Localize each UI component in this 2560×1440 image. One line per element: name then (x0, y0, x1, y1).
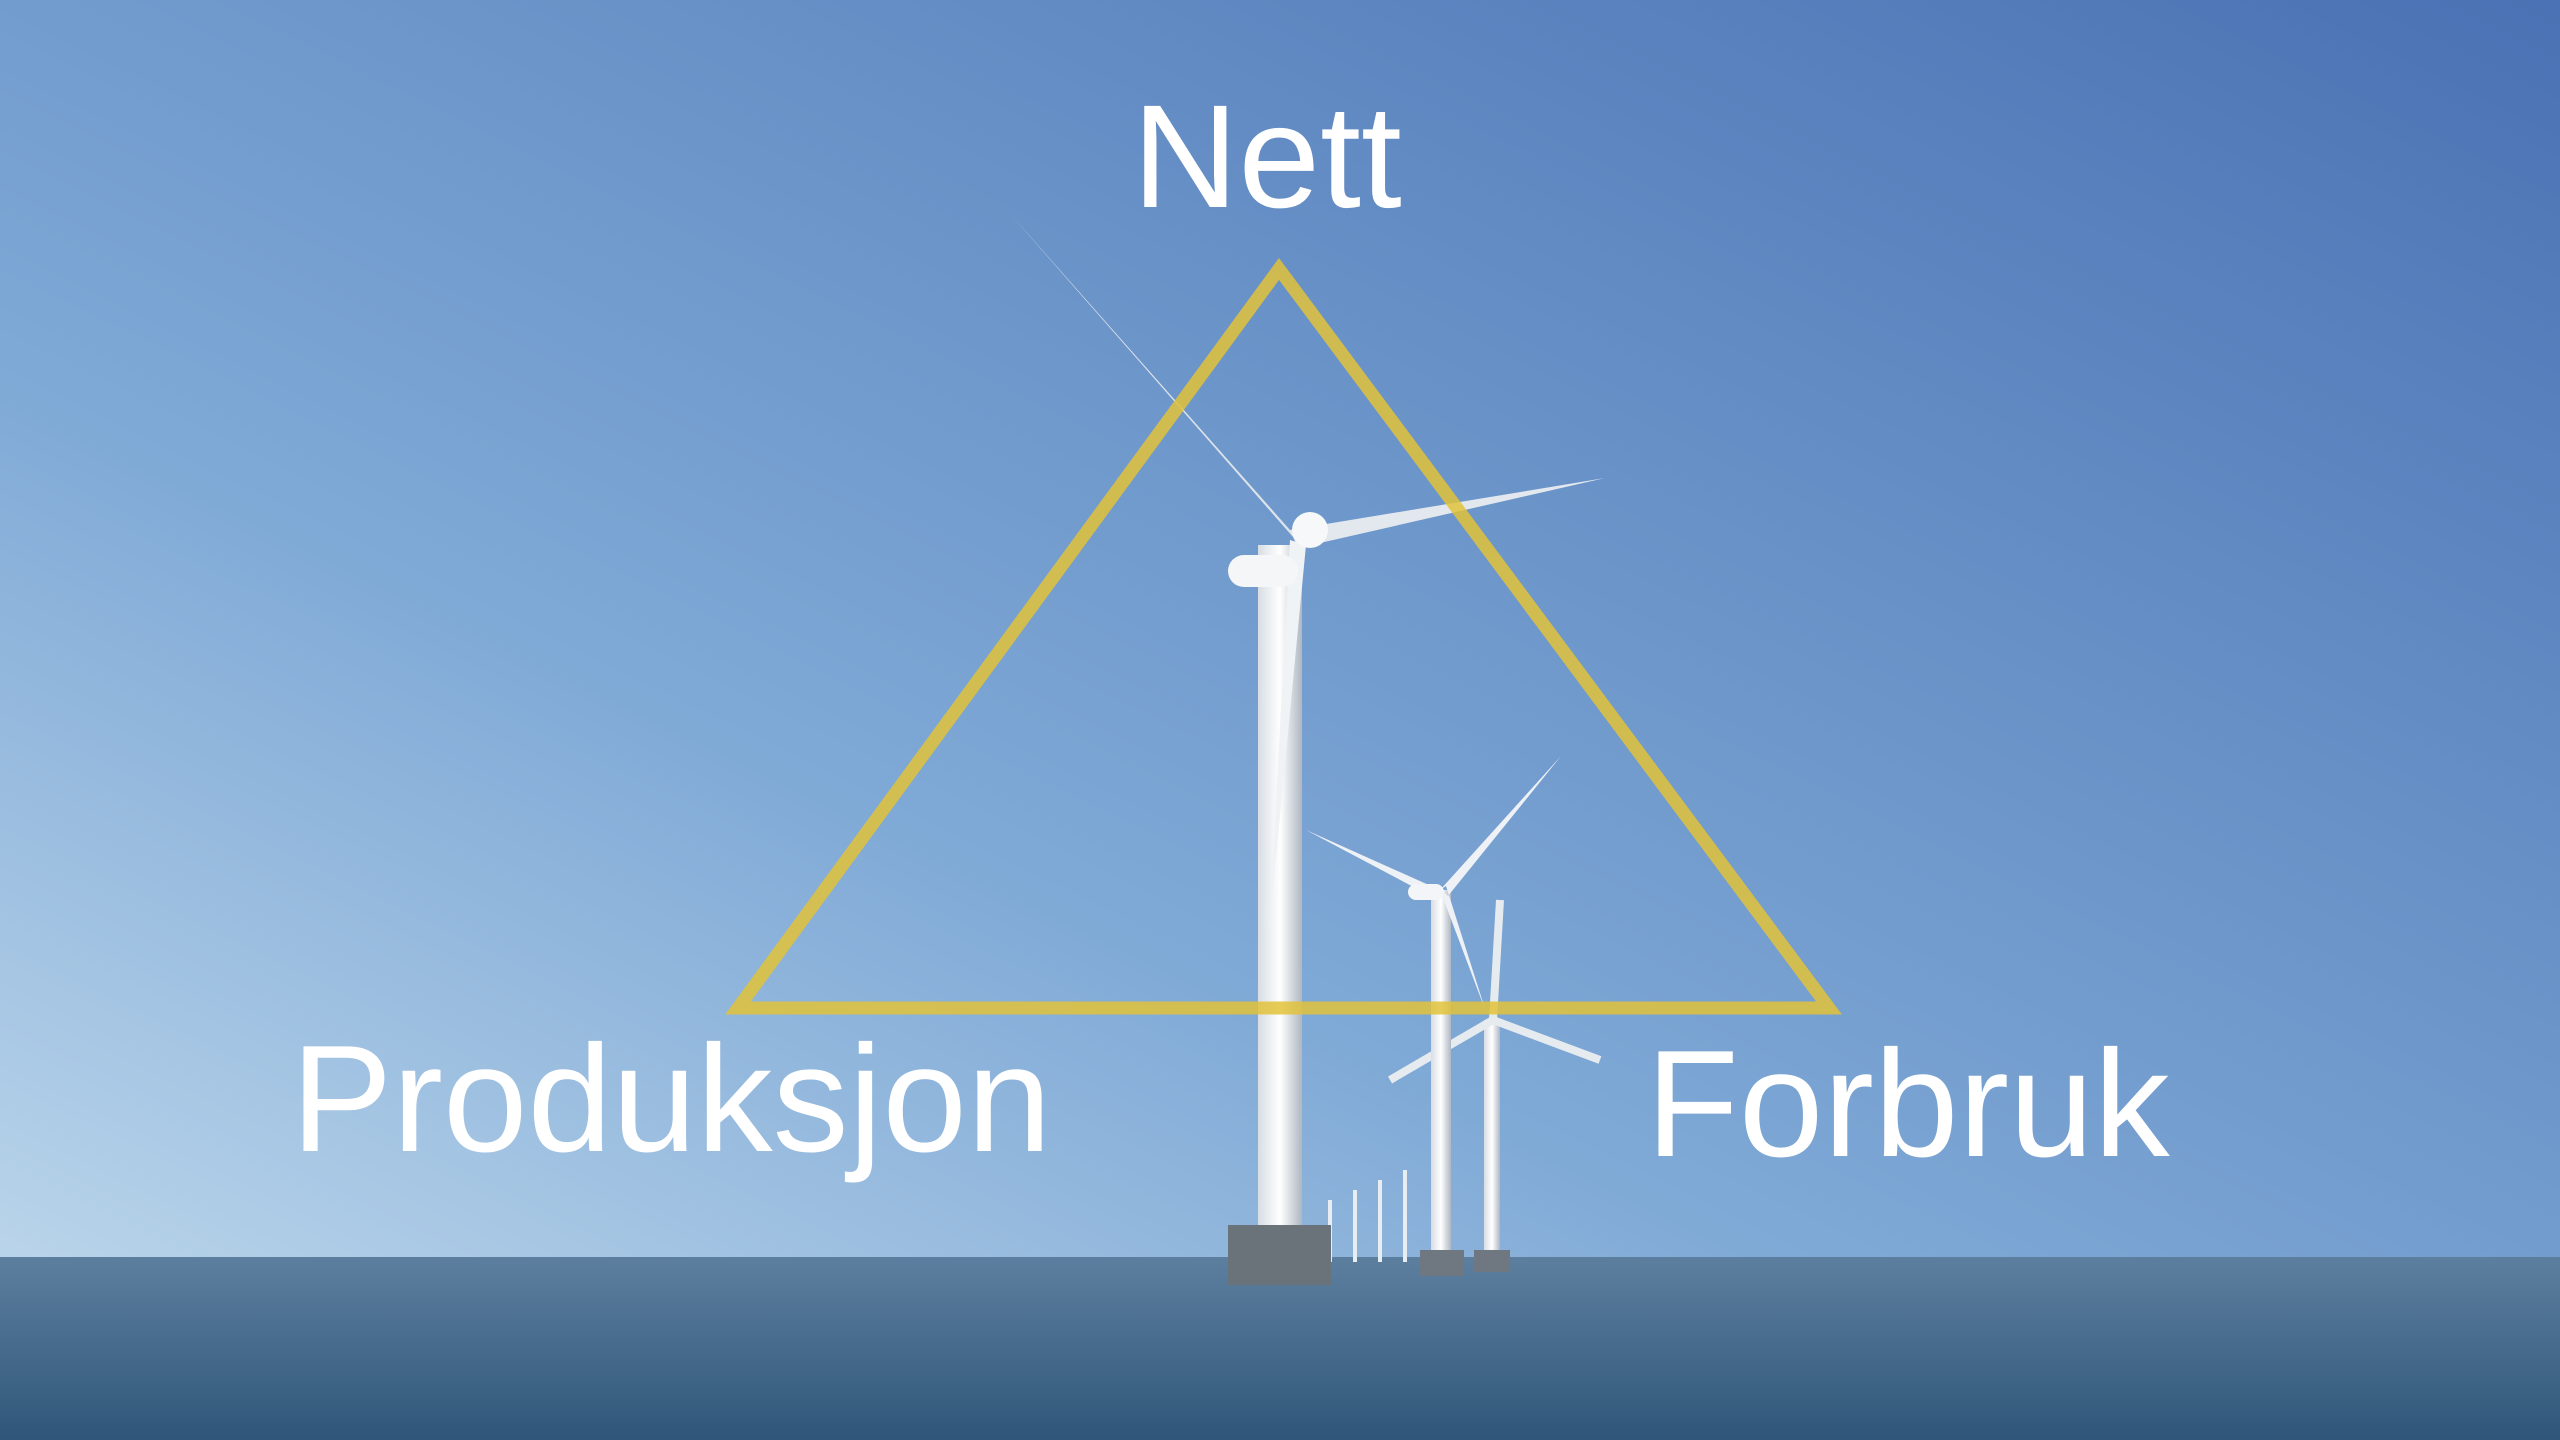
label-top: Nett (1132, 75, 1402, 239)
label-right: Forbruk (1646, 1019, 2171, 1189)
label-left: Produksjon (291, 1014, 1051, 1184)
slide: Nett Produksjon Forbruk (0, 0, 2560, 1440)
